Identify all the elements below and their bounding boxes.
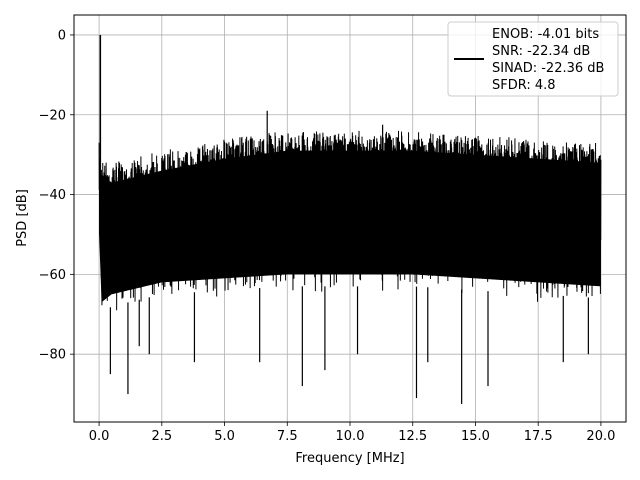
x-tick-label: 5.0 [214, 429, 235, 444]
legend-line-snr: SNR: -22.34 dB [492, 44, 590, 59]
x-tick-label: 0.0 [89, 429, 110, 444]
x-tick-label: 10.0 [336, 429, 365, 444]
x-tick-label: 17.5 [524, 429, 553, 444]
series-layer [98, 34, 602, 405]
legend-line-sinad: SINAD: -22.36 dB [492, 61, 604, 76]
psd-trace [98, 130, 602, 311]
x-tick-label: 12.5 [398, 429, 427, 444]
x-ticks: 0.0 2.5 5.0 7.5 10.0 12.5 15.0 17.5 20.0 [89, 422, 615, 444]
x-axis-label: Frequency [MHz] [295, 451, 404, 466]
legend: ENOB: -4.01 bits SNR: -22.34 dB SINAD: -… [447, 21, 619, 97]
x-tick-label: 20.0 [586, 429, 615, 444]
y-tick-label: −20 [39, 108, 66, 123]
y-tick-label: −60 [39, 268, 66, 283]
y-axis-label: PSD [dB] [15, 189, 30, 247]
legend-line-enob: ENOB: -4.01 bits [492, 27, 599, 42]
y-tick-label: −40 [39, 188, 66, 203]
legend-box [447, 21, 619, 97]
y-tick-label: −80 [39, 348, 66, 363]
x-tick-label: 7.5 [277, 429, 298, 444]
y-ticks: 0 −20 −40 −60 −80 [39, 28, 74, 363]
y-tick-label: 0 [58, 28, 66, 43]
legend-line-sfdr: SFDR: 4.8 [492, 78, 556, 93]
x-tick-label: 15.0 [461, 429, 490, 444]
x-tick-label: 2.5 [151, 429, 172, 444]
